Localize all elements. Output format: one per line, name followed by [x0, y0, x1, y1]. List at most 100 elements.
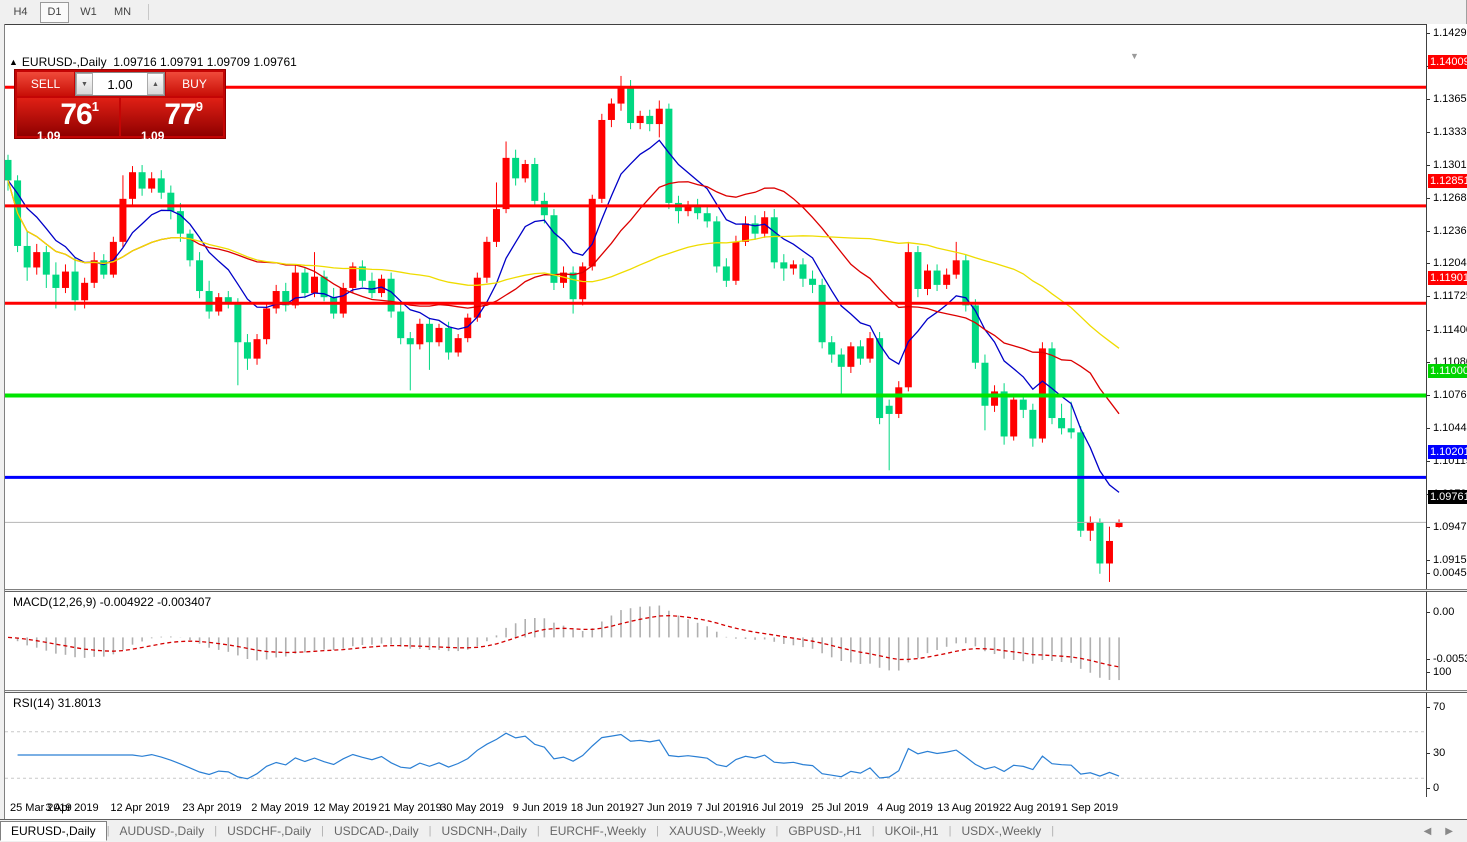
tab-separator: | [656, 825, 660, 837]
candle-body [71, 271, 79, 301]
axis-tick [1427, 427, 1430, 429]
axis-tick [1427, 131, 1430, 133]
candle-body [1010, 399, 1018, 437]
axis-tick [1427, 164, 1430, 166]
candle-body [186, 233, 194, 261]
tab-separator: | [871, 825, 875, 837]
timeframe-button-mn[interactable]: MN [113, 5, 132, 18]
tab-scroll-left-icon[interactable]: ◀ [1423, 825, 1432, 837]
price-axis[interactable]: 1.142951.139751.136501.133301.130101.126… [1426, 24, 1467, 797]
candle-body [301, 272, 309, 294]
timeframe-toolbar: H4 D1 W1 MN [0, 0, 1466, 24]
candle-body [157, 178, 165, 193]
candle-body [856, 346, 864, 359]
axis-tick [1427, 296, 1430, 298]
axis-tick [1427, 753, 1430, 755]
buy-price-box[interactable]: 1.09779 [121, 98, 223, 143]
date-axis-label: 2 May 2019 [251, 802, 309, 814]
axis-tick [1427, 395, 1430, 397]
candle-body [224, 297, 232, 304]
volume-decrease-icon[interactable]: ▼ [76, 73, 93, 95]
candle-body [569, 272, 577, 300]
sell-price-big: 76 [60, 98, 92, 131]
axis-tick [1427, 230, 1430, 232]
date-axis-label: 27 Jun 2019 [631, 802, 693, 814]
chart-tab-usdcnh-daily[interactable]: USDCNH-,Daily [441, 824, 527, 838]
candle-body [1086, 522, 1094, 531]
candle-body [464, 317, 472, 339]
toolbar-divider [148, 4, 149, 20]
candle-body [196, 260, 204, 292]
rsi-axis-label: 100 [1433, 666, 1452, 678]
date-axis-label: 21 May 2019 [378, 802, 442, 814]
candle-body [129, 172, 137, 199]
chart-tab-ukoil-h1[interactable]: UKOil-,H1 [884, 824, 939, 838]
buy-price-prefix: 1.09 [141, 129, 165, 143]
candle-body [492, 209, 500, 242]
candle-body [722, 266, 730, 281]
candle-body [847, 346, 855, 367]
macd-pane[interactable]: MACD(12,26,9) -0.004922 -0.003407 [5, 592, 1426, 690]
symbol-title: EURUSD-,Daily [21, 55, 107, 69]
tab-scroll-right-icon[interactable]: ▶ [1445, 825, 1453, 837]
chart-shift-marker-icon[interactable]: ▼ [1130, 51, 1139, 61]
axis-tick [1427, 263, 1430, 265]
candle-body [713, 221, 721, 267]
chart-tab-eurchf-weekly[interactable]: EURCHF-,Weekly [549, 824, 647, 838]
macd-axis-label: 0.004544 [1433, 566, 1467, 579]
candle-body [732, 241, 740, 281]
chart-tab-gbpusd-h1[interactable]: GBPUSD-,H1 [788, 824, 862, 838]
candle-body [837, 354, 845, 367]
candle-body [81, 282, 89, 301]
candle-body [952, 260, 960, 275]
symbol-header: ▲ EURUSD-,Daily 1.09716 1.09791 1.09709 1… [9, 55, 297, 69]
candle-body [923, 270, 931, 289]
chart-tab-audusd-daily[interactable]: AUDUSD-,Daily [119, 824, 205, 838]
pane-splitter-rsi[interactable] [0, 690, 1467, 693]
chart-tab-usdx-weekly[interactable]: USDX-,Weekly [961, 824, 1042, 838]
date-axis[interactable]: 25 Mar 2019 3 Apr 2019 12 Apr 2019 23 Apr 2… [0, 799, 1467, 819]
timeframe-button-d1[interactable]: D1 [40, 1, 69, 23]
chart-tab-usdcad-daily[interactable]: USDCAD-,Daily [333, 824, 419, 838]
axis-tick [1427, 33, 1430, 34]
candle-body [885, 405, 893, 414]
date-axis-label: 1 Sep 2019 [1061, 802, 1119, 814]
sell-price-prefix: 1.09 [37, 129, 61, 143]
tab-separator: | [214, 825, 218, 837]
candle-body [665, 108, 673, 203]
candle-body [205, 291, 213, 312]
candle-body [866, 338, 874, 359]
ma-line-mid [7, 180, 1120, 415]
timeframe-button-w1[interactable]: W1 [80, 5, 97, 18]
candle-body [387, 278, 395, 312]
rsi-axis-label: 30 [1433, 747, 1446, 760]
candle-body [531, 164, 539, 201]
sell-price-box[interactable]: 1.09761 [17, 98, 119, 143]
candle-body [5, 159, 12, 181]
candle-body [598, 119, 606, 199]
chart-tab-usdchf-daily[interactable]: USDCHF-,Daily [227, 824, 312, 838]
timeframe-button-h4[interactable]: H4 [13, 5, 28, 18]
tab-separator: | [536, 825, 540, 837]
candle-body [445, 327, 453, 353]
volume-input[interactable] [93, 73, 147, 95]
one-click-trading-widget: SELL ▼ ▲ BUY 1.09761 1.09779 [14, 69, 226, 143]
candle-body [962, 260, 970, 306]
volume-increase-icon[interactable]: ▲ [147, 73, 164, 95]
macd-axis-label: -0.005373 [1433, 652, 1467, 665]
price-axis-label: 1.13330 [1433, 125, 1467, 138]
chart-tab-eurusd-daily[interactable]: EURUSD-,Daily [0, 821, 107, 841]
price-axis-label: 1.09475 [1433, 520, 1467, 533]
sell-button[interactable]: SELL [17, 72, 74, 96]
chart-tab-xauusd-weekly[interactable]: XAUUSD-,Weekly [669, 824, 766, 838]
collapse-triangle-icon[interactable]: ▲ [9, 57, 18, 67]
candle-body [349, 266, 357, 288]
buy-button[interactable]: BUY [166, 72, 223, 96]
candle-body [52, 274, 60, 288]
candle-body [406, 338, 414, 345]
rsi-line [17, 732, 1120, 780]
candle-body [282, 291, 290, 306]
price-axis-label: 1.14295 [1433, 27, 1467, 39]
pane-splitter-macd[interactable] [0, 589, 1467, 592]
price-pane[interactable] [5, 50, 1426, 589]
